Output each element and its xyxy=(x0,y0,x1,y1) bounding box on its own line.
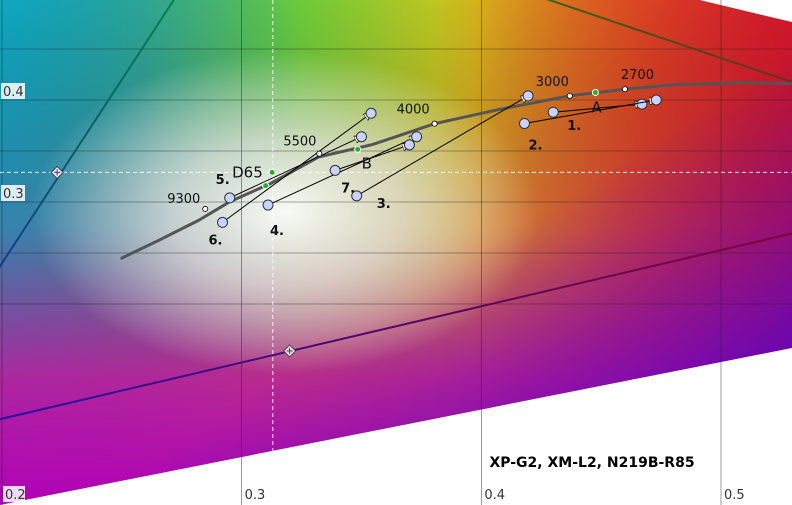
tick-labels: 0.2 0.3 0.4 0.5 0.4 0.3 xyxy=(1,83,745,503)
reference-point: D65 xyxy=(232,163,276,181)
series-item: 3. xyxy=(351,90,534,212)
cct-label: 9300 xyxy=(167,192,200,207)
planckian-locus xyxy=(120,81,792,260)
series-item: 7. xyxy=(329,139,415,196)
reference-point: A xyxy=(591,88,602,116)
reference-dot xyxy=(268,168,276,176)
svg-text:0.4: 0.4 xyxy=(3,85,24,100)
series-label: 1. xyxy=(567,119,581,134)
svg-text:0.4: 0.4 xyxy=(484,488,505,503)
x-tick-label: 0.4 xyxy=(482,486,505,503)
series-label: 3. xyxy=(377,197,391,212)
cct-marker: 5500 xyxy=(283,135,323,157)
gamut-edge-blue-red xyxy=(0,232,792,421)
cct-marker: 2700 xyxy=(621,68,654,93)
cct-dot xyxy=(566,92,573,99)
series-start-point xyxy=(329,164,341,176)
series-arrow xyxy=(222,113,371,223)
reference-dot xyxy=(262,182,270,190)
reference-dot xyxy=(591,88,599,96)
series-item: 1. xyxy=(547,98,648,134)
series-item: 5. xyxy=(216,131,367,204)
cct-marker: 4000 xyxy=(397,103,438,127)
x-tick-label: 0.3 xyxy=(242,486,266,503)
svg-text:0.5: 0.5 xyxy=(724,488,745,503)
cct-label: 3000 xyxy=(536,75,569,90)
svg-text:0.2: 0.2 xyxy=(5,488,26,503)
series-start-point xyxy=(547,106,559,118)
cct-label: 5500 xyxy=(283,135,316,150)
chart-caption: XP-G2, XM-L2, N219B-R85 xyxy=(489,455,694,471)
gamut-triangle xyxy=(0,0,792,421)
cct-markers: 2700 3000 4000 5500 9300 xyxy=(167,68,654,212)
y-tick-label: 0.4 xyxy=(1,83,25,100)
series-start-point xyxy=(351,190,363,202)
reference-points: D65 A B xyxy=(232,88,602,190)
x-tick-label: 0.2 xyxy=(3,486,26,503)
series-arrow xyxy=(267,137,417,206)
series-end-point xyxy=(356,131,367,143)
series-item: 2. xyxy=(518,94,662,153)
series-end-point xyxy=(365,107,377,119)
blue-diamond-marker xyxy=(50,165,64,180)
svg-text:0.3: 0.3 xyxy=(245,488,266,503)
series-end-point xyxy=(650,94,662,106)
series-arrow xyxy=(524,100,656,124)
series-end-point xyxy=(411,131,423,143)
magenta-diamond-marker xyxy=(282,344,297,358)
cct-label: 4000 xyxy=(397,103,430,118)
reference-label: A xyxy=(591,98,602,116)
cct-label: 2700 xyxy=(621,68,654,83)
series-start-point xyxy=(518,117,530,129)
series-end-point xyxy=(522,90,534,102)
series-item: 6. xyxy=(208,107,377,248)
cct-marker: 9300 xyxy=(167,192,209,212)
series-arrow xyxy=(356,96,528,197)
reference-point xyxy=(262,182,270,190)
series-start-point xyxy=(224,192,236,204)
cct-marker: 3000 xyxy=(536,75,573,99)
reference-dot xyxy=(354,145,362,153)
series-start-point xyxy=(216,216,228,228)
series-label: 2. xyxy=(528,138,542,153)
reference-label: B xyxy=(362,154,372,172)
outside-gamut-bottom xyxy=(0,348,792,505)
series-arrow xyxy=(334,145,409,171)
gamut-edge-green-red xyxy=(546,0,792,84)
measurement-series: 1. 2. 3. 4. 5. 6. 7. xyxy=(208,90,662,248)
y-tick-label: 0.3 xyxy=(1,185,25,202)
series-label: 7. xyxy=(341,181,355,196)
cct-dot xyxy=(431,120,438,127)
series-arrow xyxy=(229,137,362,199)
cct-dot xyxy=(202,205,209,212)
svg-text:0.3: 0.3 xyxy=(3,187,24,202)
series-start-point xyxy=(262,199,274,211)
locus-curve xyxy=(120,81,792,260)
series-label: 6. xyxy=(208,233,222,248)
reference-label: D65 xyxy=(232,163,263,181)
cct-dot xyxy=(621,86,628,93)
series-label: 4. xyxy=(270,224,284,239)
series-end-point xyxy=(636,98,648,110)
cct-dot xyxy=(316,150,323,157)
series-item: 4. xyxy=(262,131,423,239)
reference-point: B xyxy=(354,145,372,172)
series-label: 5. xyxy=(216,173,230,188)
series-end-point xyxy=(403,139,415,151)
x-tick-label: 0.5 xyxy=(722,486,745,503)
outside-gamut-top xyxy=(700,0,792,22)
